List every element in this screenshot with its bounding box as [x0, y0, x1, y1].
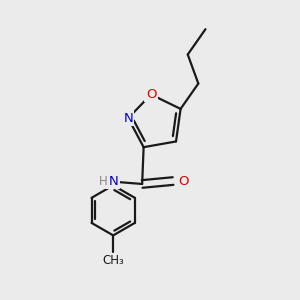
Text: CH₃: CH₃: [102, 254, 124, 267]
Text: O: O: [146, 88, 156, 101]
Text: H: H: [99, 175, 108, 188]
Text: N: N: [109, 175, 119, 188]
Text: N: N: [123, 112, 133, 124]
Text: O: O: [178, 175, 189, 188]
